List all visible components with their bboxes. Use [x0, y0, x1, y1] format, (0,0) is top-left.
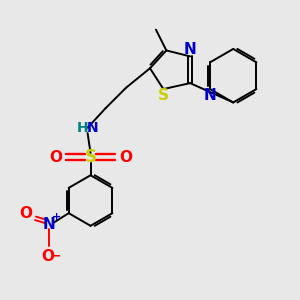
Text: H: H — [76, 121, 88, 135]
Text: O: O — [41, 249, 54, 264]
Text: N: N — [184, 42, 196, 57]
Text: N: N — [43, 217, 55, 232]
Text: N: N — [204, 88, 216, 103]
Text: O: O — [119, 150, 132, 165]
Text: O: O — [49, 150, 62, 165]
Text: S: S — [158, 88, 169, 103]
Text: −: − — [51, 250, 62, 263]
Text: S: S — [85, 148, 97, 166]
Text: +: + — [52, 212, 61, 222]
Text: O: O — [19, 206, 32, 221]
Text: N: N — [87, 121, 99, 135]
